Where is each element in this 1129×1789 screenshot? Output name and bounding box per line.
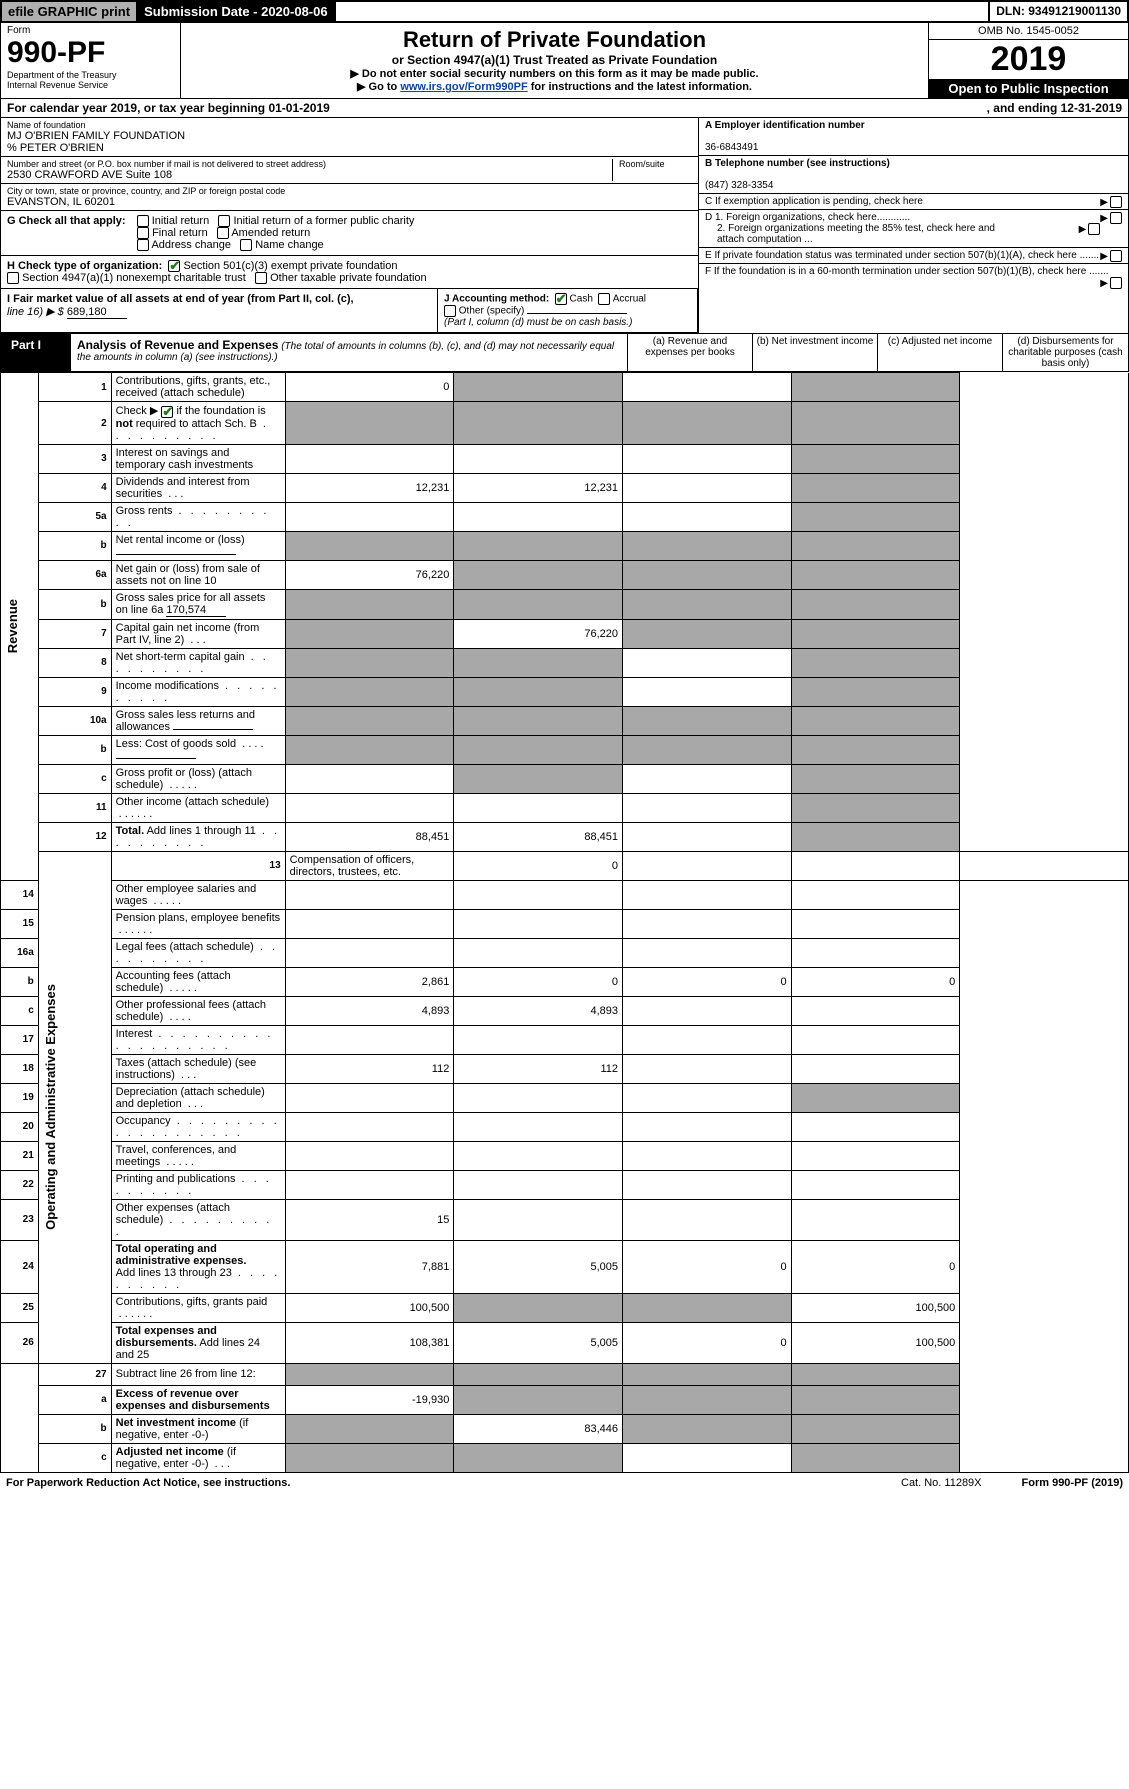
footer: For Paperwork Reduction Act Notice, see … bbox=[0, 1473, 1129, 1493]
chk-accrual[interactable] bbox=[598, 293, 610, 305]
dln: DLN: 93491219001130 bbox=[988, 2, 1127, 21]
form-number: 990-PF bbox=[7, 36, 174, 70]
part1-table: Revenue 1Contributions, gifts, grants, e… bbox=[0, 372, 1129, 1472]
chk-name-change[interactable] bbox=[240, 239, 252, 251]
d2-label: 2. Foreign organizations meeting the 85%… bbox=[717, 223, 1017, 245]
street-address: 2530 CRAWFORD AVE Suite 108 bbox=[7, 169, 612, 181]
form-label: Form bbox=[7, 25, 174, 36]
chk-f[interactable] bbox=[1110, 277, 1122, 289]
part1-header: Part I Analysis of Revenue and Expenses … bbox=[0, 334, 1129, 372]
ein-value: 36-6843491 bbox=[705, 142, 758, 153]
chk-e[interactable] bbox=[1110, 250, 1122, 262]
e-label: E If private foundation status was termi… bbox=[705, 250, 1099, 261]
chk-4947[interactable] bbox=[7, 272, 19, 284]
note-ssn: ▶ Do not enter social security numbers o… bbox=[185, 67, 924, 80]
chk-c[interactable] bbox=[1110, 196, 1122, 208]
phone-value: (847) 328-3354 bbox=[705, 180, 773, 191]
foundation-name: MJ O'BRIEN FAMILY FOUNDATION bbox=[7, 130, 692, 142]
efile-badge[interactable]: efile GRAPHIC print bbox=[2, 2, 138, 21]
form-ref: Form 990-PF (2019) bbox=[1022, 1477, 1123, 1489]
addr-label: Number and street (or P.O. box number if… bbox=[7, 159, 612, 169]
city-label: City or town, state or province, country… bbox=[7, 186, 692, 196]
note-goto: ▶ Go to www.irs.gov/Form990PF for instru… bbox=[185, 80, 924, 93]
chk-cash[interactable] bbox=[555, 293, 567, 305]
chk-other-taxable[interactable] bbox=[255, 272, 267, 284]
ein-label: A Employer identification number bbox=[705, 120, 865, 131]
chk-schb[interactable] bbox=[161, 406, 173, 418]
chk-d2[interactable] bbox=[1088, 223, 1100, 235]
open-public: Open to Public Inspection bbox=[929, 79, 1128, 98]
col-a: (a) Revenue and expenses per books bbox=[628, 334, 753, 371]
room-label: Room/suite bbox=[619, 159, 692, 169]
calendar-year-row: For calendar year 2019, or tax year begi… bbox=[0, 99, 1129, 118]
chk-addr-change[interactable] bbox=[137, 239, 149, 251]
fmv-value: 689,180 bbox=[67, 306, 127, 319]
expenses-label: Operating and Administrative Expenses bbox=[43, 984, 58, 1230]
chk-final[interactable] bbox=[137, 227, 149, 239]
col-b: (b) Net investment income bbox=[753, 334, 878, 371]
section-g: G Check all that apply: Initial return I… bbox=[1, 211, 698, 256]
c-label: C If exemption application is pending, c… bbox=[705, 196, 923, 207]
col-c: (c) Adjusted net income bbox=[878, 334, 1003, 371]
chk-amended[interactable] bbox=[217, 227, 229, 239]
irs-link[interactable]: www.irs.gov/Form990PF bbox=[400, 81, 527, 93]
part1-label: Part I bbox=[1, 334, 71, 371]
cat-no: Cat. No. 11289X bbox=[901, 1477, 982, 1489]
name-label: Name of foundation bbox=[7, 120, 692, 130]
f-label: F If the foundation is in a 60-month ter… bbox=[705, 266, 1109, 277]
form-header: Form 990-PF Department of the Treasury I… bbox=[0, 23, 1129, 99]
top-bar: efile GRAPHIC print Submission Date - 20… bbox=[0, 0, 1129, 23]
city-state-zip: EVANSTON, IL 60201 bbox=[7, 196, 692, 208]
col-d: (d) Disbursements for charitable purpose… bbox=[1003, 334, 1128, 371]
care-of: % PETER O'BRIEN bbox=[7, 142, 692, 154]
section-h: H Check type of organization: Section 50… bbox=[1, 256, 698, 289]
dept: Department of the Treasury bbox=[7, 70, 174, 80]
chk-other-method[interactable] bbox=[444, 305, 456, 317]
chk-initial-former[interactable] bbox=[218, 215, 230, 227]
chk-d1[interactable] bbox=[1110, 212, 1122, 224]
omb-number: OMB No. 1545-0052 bbox=[929, 23, 1128, 40]
phone-label: B Telephone number (see instructions) bbox=[705, 158, 890, 169]
irs: Internal Revenue Service bbox=[7, 80, 174, 90]
entity-info: Name of foundation MJ O'BRIEN FAMILY FOU… bbox=[0, 118, 1129, 334]
revenue-label: Revenue bbox=[5, 599, 20, 653]
chk-501c3[interactable] bbox=[168, 260, 180, 272]
tax-year: 2019 bbox=[929, 40, 1128, 79]
d1-label: D 1. Foreign organizations, check here..… bbox=[705, 212, 910, 223]
chk-initial[interactable] bbox=[137, 215, 149, 227]
form-title: Return of Private Foundation bbox=[185, 27, 924, 53]
pra-notice: For Paperwork Reduction Act Notice, see … bbox=[6, 1477, 290, 1489]
form-subtitle: or Section 4947(a)(1) Trust Treated as P… bbox=[185, 53, 924, 67]
section-i-j: I Fair market value of all assets at end… bbox=[1, 289, 698, 333]
submission-date: Submission Date - 2020-08-06 bbox=[138, 2, 336, 21]
